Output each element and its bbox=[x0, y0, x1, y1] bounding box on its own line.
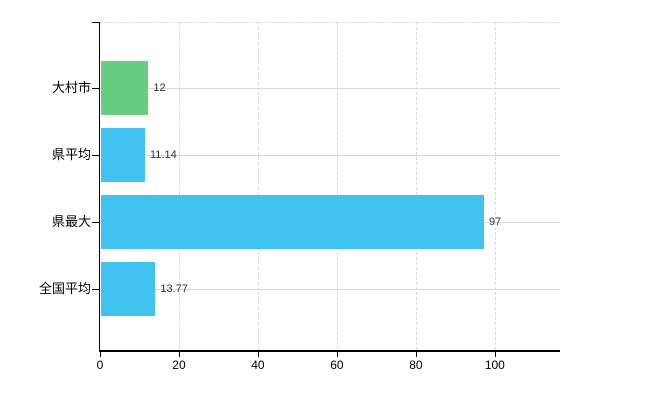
bar bbox=[101, 61, 149, 115]
category-gridline bbox=[100, 155, 560, 156]
x-tick-label: 0 bbox=[96, 358, 104, 372]
category-tick bbox=[92, 222, 99, 223]
y-axis-line bbox=[98, 22, 100, 352]
bar-value-label: 12 bbox=[153, 82, 166, 94]
x-tick-label: 100 bbox=[484, 358, 505, 372]
bar-value-label: 97 bbox=[489, 216, 502, 228]
x-axis-tick bbox=[336, 351, 338, 357]
plot-top-border bbox=[100, 22, 560, 23]
category-label: 県最大 bbox=[51, 214, 91, 229]
category-gridline bbox=[100, 289, 560, 290]
bar bbox=[101, 195, 484, 249]
bar bbox=[101, 128, 145, 182]
x-tick-label: 20 bbox=[172, 358, 186, 372]
category-label: 全国平均 bbox=[38, 281, 91, 296]
category-tick bbox=[92, 155, 99, 156]
x-tick-label: 40 bbox=[251, 358, 265, 372]
x-axis-tick bbox=[257, 351, 259, 357]
x-gridline bbox=[336, 22, 338, 350]
x-tick-label: 80 bbox=[409, 358, 423, 372]
x-gridline bbox=[257, 22, 259, 350]
x-axis-tick bbox=[494, 351, 496, 357]
x-axis-line bbox=[98, 350, 560, 352]
category-label: 大村市 bbox=[51, 80, 91, 95]
bar-value-label: 11.14 bbox=[149, 149, 177, 161]
x-gridline bbox=[415, 22, 417, 350]
x-tick-label: 60 bbox=[330, 358, 344, 372]
category-gridline bbox=[100, 88, 560, 89]
y-axis-top-tick bbox=[92, 22, 99, 23]
x-axis-tick bbox=[100, 351, 101, 357]
x-gridline bbox=[178, 22, 180, 350]
x-axis-tick bbox=[415, 351, 417, 357]
x-axis-tick bbox=[178, 351, 180, 357]
category-label: 県平均 bbox=[51, 147, 91, 162]
category-tick bbox=[92, 88, 99, 89]
bar-value-label: 13.77 bbox=[160, 283, 188, 295]
category-tick bbox=[92, 289, 99, 290]
bar bbox=[101, 262, 156, 316]
x-gridline bbox=[494, 22, 496, 350]
